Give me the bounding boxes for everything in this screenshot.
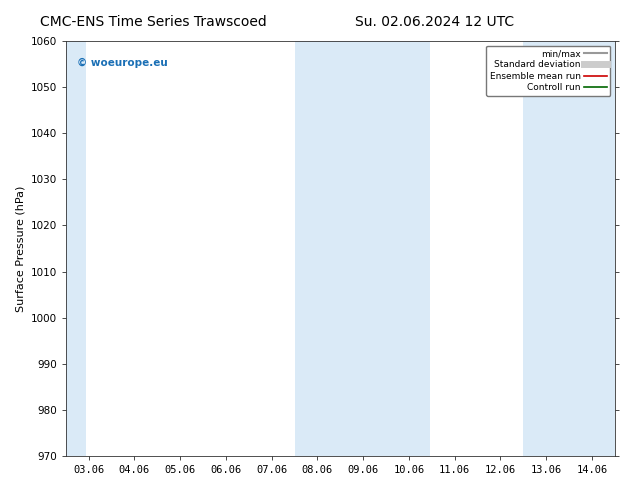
Text: © woeurope.eu: © woeurope.eu <box>77 58 167 68</box>
Text: CMC-ENS Time Series Trawscoed: CMC-ENS Time Series Trawscoed <box>39 15 266 29</box>
Legend: min/max, Standard deviation, Ensemble mean run, Controll run: min/max, Standard deviation, Ensemble me… <box>486 46 611 96</box>
Bar <box>523 41 615 456</box>
Bar <box>66 41 86 456</box>
Y-axis label: Surface Pressure (hPa): Surface Pressure (hPa) <box>15 185 25 312</box>
Bar <box>295 41 430 456</box>
Text: Su. 02.06.2024 12 UTC: Su. 02.06.2024 12 UTC <box>355 15 514 29</box>
